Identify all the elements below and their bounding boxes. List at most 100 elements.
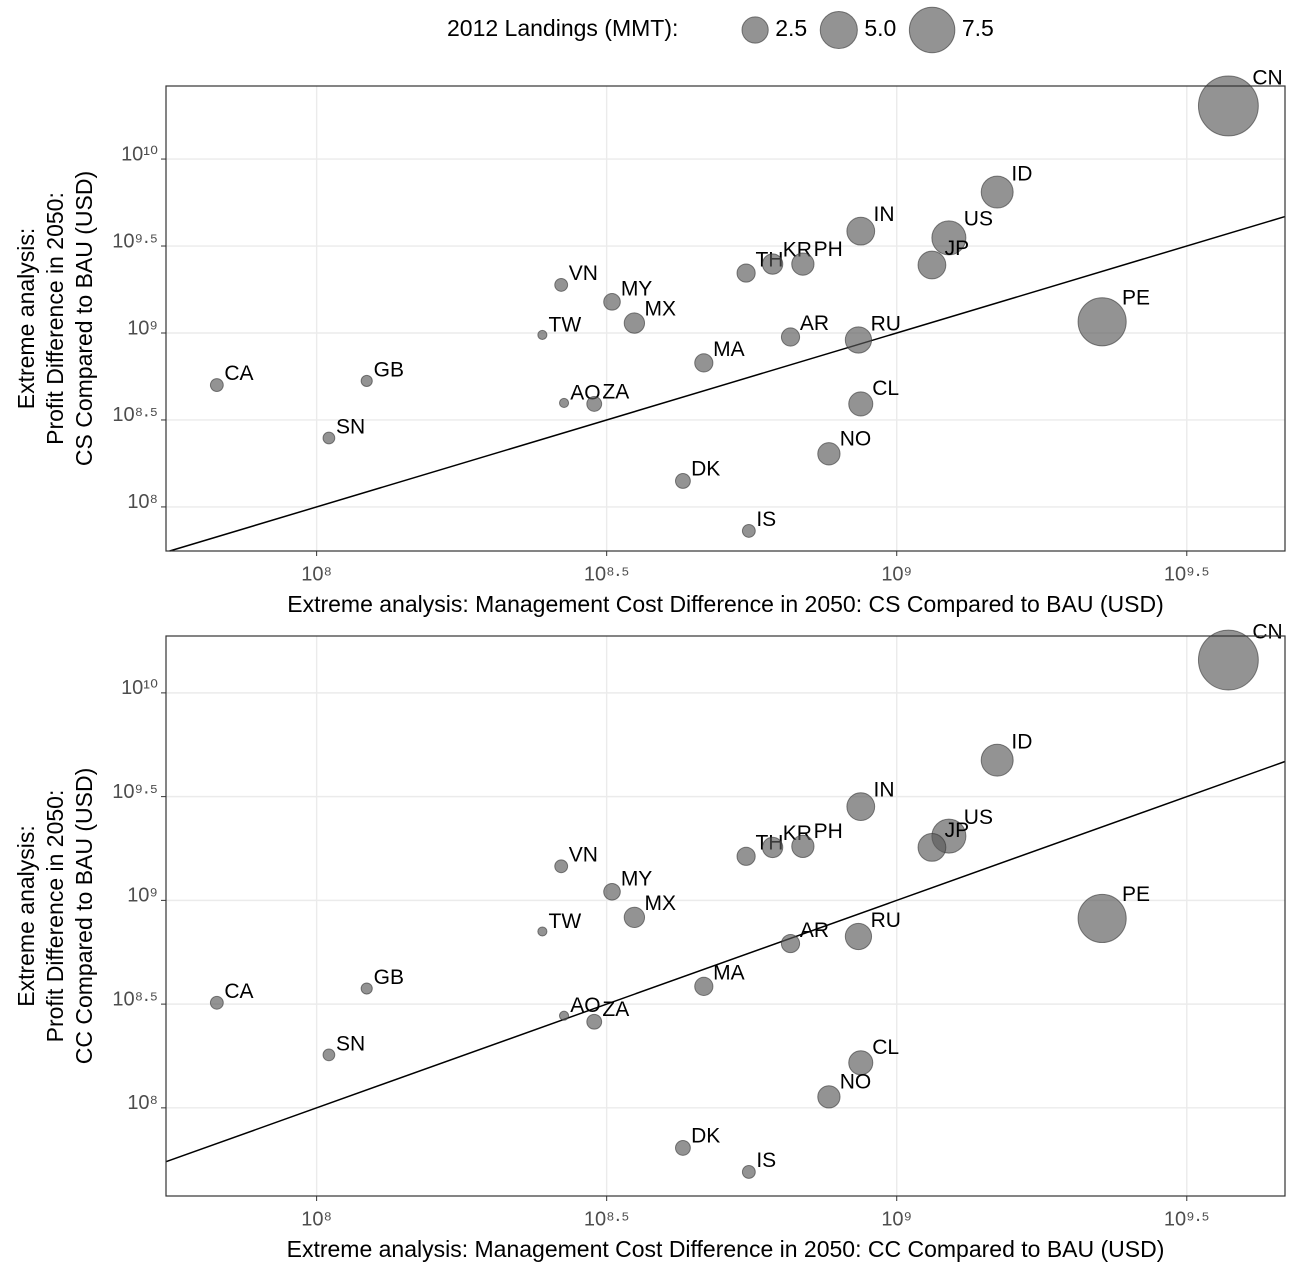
point-label: CL bbox=[872, 1036, 899, 1059]
bubble bbox=[603, 293, 621, 311]
bubble bbox=[674, 473, 691, 489]
point-label: ID bbox=[1011, 162, 1032, 185]
bubble bbox=[848, 1050, 874, 1076]
bubble bbox=[741, 523, 756, 538]
bubble bbox=[817, 442, 841, 466]
point-label: CA bbox=[224, 362, 253, 385]
point-label: MX bbox=[645, 298, 677, 321]
x-tick-label: 10⁸·⁵ bbox=[584, 1208, 630, 1230]
bubble bbox=[623, 312, 646, 334]
bubble bbox=[1197, 75, 1259, 137]
point-label: SN bbox=[336, 1032, 365, 1055]
bubble bbox=[736, 263, 756, 283]
point-label: ZA bbox=[602, 380, 629, 403]
point-label: SN bbox=[336, 415, 365, 438]
plot-border bbox=[165, 85, 1286, 552]
bubble bbox=[848, 391, 874, 417]
point-label: PE bbox=[1122, 286, 1150, 309]
bubble bbox=[1197, 629, 1259, 691]
point-label: AR bbox=[800, 919, 829, 942]
y-tick-label: 10⁹·⁵ bbox=[112, 781, 158, 803]
point-label: MY bbox=[621, 868, 653, 891]
y-axis-title: CC Compared to BAU (USD) bbox=[71, 768, 97, 1065]
point-label: AR bbox=[800, 312, 829, 335]
x-tick-label: 10⁸ bbox=[301, 1208, 332, 1230]
point-label: JP bbox=[945, 819, 970, 842]
y-tick-label: 10¹⁰ bbox=[121, 677, 158, 699]
x-tick-label: 10⁹ bbox=[881, 563, 912, 585]
x-tick-label: 10⁸·⁵ bbox=[584, 563, 630, 585]
point-label: PH bbox=[814, 820, 843, 843]
point-label: ID bbox=[1011, 731, 1032, 754]
plot-border bbox=[165, 635, 1286, 1197]
point-label: CA bbox=[224, 980, 253, 1003]
point-label: PH bbox=[814, 238, 843, 261]
y-axis-title: Extreme analysis: bbox=[13, 228, 39, 410]
y-axis-title: Profit Difference in 2050: bbox=[42, 790, 68, 1043]
bubble bbox=[694, 976, 714, 996]
point-label: CL bbox=[872, 377, 899, 400]
y-tick-label: 10¹⁰ bbox=[121, 143, 158, 165]
x-axis-title: Extreme analysis: Management Cost Differ… bbox=[287, 591, 1164, 617]
bubble bbox=[817, 1085, 841, 1109]
bubble bbox=[846, 792, 876, 822]
x-tick-label: 10⁸ bbox=[301, 563, 332, 585]
x-tick-label: 10⁹·⁵ bbox=[1164, 563, 1210, 585]
y-axis-title: Profit Difference in 2050: bbox=[42, 192, 68, 445]
point-label: RU bbox=[871, 312, 901, 335]
bubble bbox=[780, 933, 801, 954]
y-tick-label: 10⁹ bbox=[127, 317, 158, 339]
bubble bbox=[741, 1165, 756, 1179]
bubble bbox=[761, 253, 784, 275]
bubble bbox=[844, 922, 873, 951]
legend-label: 5.0 bbox=[864, 15, 896, 41]
y-tick-label: 10⁸·⁵ bbox=[112, 404, 158, 426]
y-tick-label: 10⁸·⁵ bbox=[112, 988, 158, 1010]
point-label: RU bbox=[871, 909, 901, 932]
point-label: MA bbox=[713, 962, 745, 985]
point-label: MA bbox=[713, 338, 745, 361]
bubble bbox=[761, 836, 784, 859]
bubble bbox=[980, 175, 1014, 209]
point-label: IS bbox=[756, 1149, 776, 1172]
bubble bbox=[209, 995, 224, 1010]
bubble bbox=[558, 1010, 570, 1021]
bubble bbox=[791, 252, 815, 276]
point-label: VN bbox=[569, 262, 598, 285]
bubble bbox=[603, 882, 621, 901]
x-axis-title: Extreme analysis: Management Cost Differ… bbox=[287, 1236, 1165, 1262]
point-label: MX bbox=[645, 892, 677, 915]
point-label: CN bbox=[1252, 67, 1282, 90]
y-tick-label: 10⁹·⁵ bbox=[112, 230, 158, 252]
bubble bbox=[360, 982, 373, 995]
point-label: PE bbox=[1122, 883, 1150, 906]
bubble bbox=[931, 220, 967, 256]
bubble bbox=[554, 859, 569, 874]
bubble bbox=[917, 250, 947, 280]
bubble bbox=[537, 329, 548, 340]
bubble bbox=[846, 216, 876, 246]
legend-title: 2012 Landings (MMT): bbox=[447, 15, 678, 41]
bubble bbox=[322, 431, 336, 445]
point-label: NO bbox=[840, 1071, 872, 1094]
bubble bbox=[1077, 893, 1127, 944]
bubble bbox=[980, 743, 1014, 777]
bubble bbox=[844, 326, 873, 354]
bubble bbox=[694, 353, 714, 373]
legend-label: 2.5 bbox=[775, 15, 807, 41]
y-axis-title: Extreme analysis: bbox=[13, 825, 39, 1007]
bubble bbox=[791, 834, 815, 859]
point-label: IS bbox=[756, 508, 776, 531]
bubble bbox=[537, 926, 548, 937]
legend-key bbox=[819, 10, 858, 50]
bubble bbox=[1077, 297, 1127, 347]
legend-key bbox=[741, 16, 769, 44]
y-tick-label: 10⁸ bbox=[127, 1092, 158, 1114]
bubble bbox=[917, 833, 947, 862]
bubble bbox=[586, 1013, 603, 1030]
point-label: GB bbox=[374, 966, 404, 989]
bubble bbox=[736, 846, 756, 866]
point-label: IN bbox=[873, 778, 894, 801]
point-label: JP bbox=[945, 237, 970, 260]
